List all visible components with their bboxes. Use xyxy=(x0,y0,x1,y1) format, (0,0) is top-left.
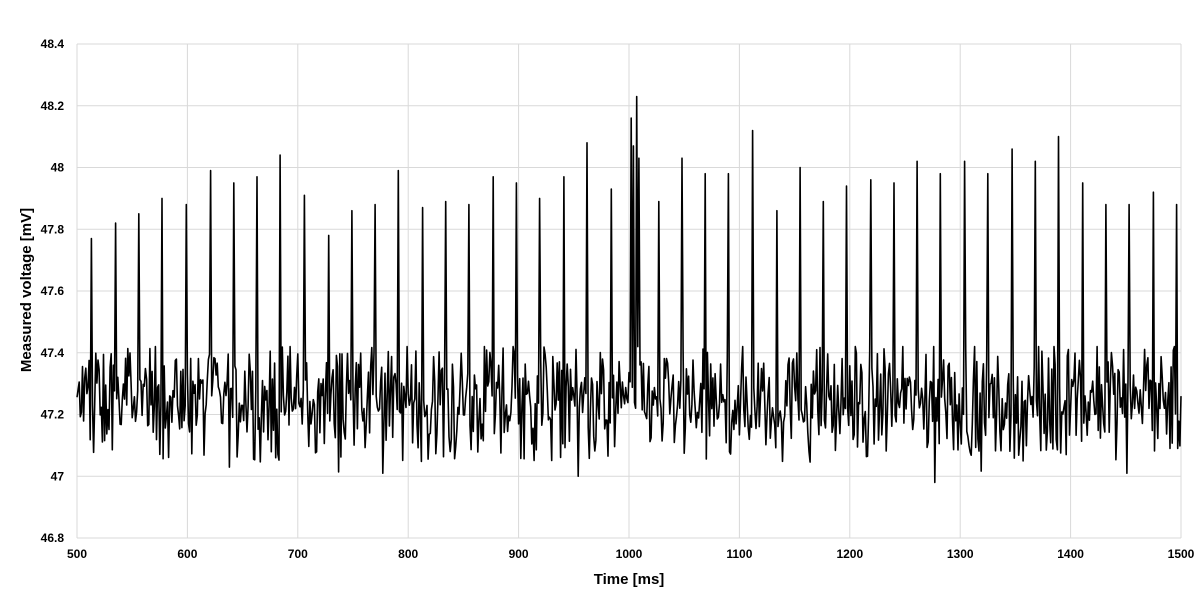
y-tick-label: 47.4 xyxy=(41,346,65,360)
x-tick-labels: 500 600 700 800 900 1000 1100 1200 1300 1400 1500 xyxy=(67,547,1195,561)
x-tick-label: 1300 xyxy=(947,547,974,561)
y-tick-label: 47.8 xyxy=(41,222,65,236)
x-tick-label: 1100 xyxy=(726,547,752,561)
x-tick-label: 1400 xyxy=(1057,547,1084,561)
x-axis-title: Time [ms] xyxy=(594,571,665,588)
y-tick-label: 47 xyxy=(51,469,65,483)
y-axis-title: Measured voltage [mV] xyxy=(18,208,35,372)
y-tick-labels: 46.8 47 47.2 47.4 47.6 47.8 48 48.2 48.4 xyxy=(41,37,65,545)
y-tick-label: 48.4 xyxy=(41,37,65,51)
y-tick-label: 47.6 xyxy=(41,284,65,298)
x-tick-label: 1200 xyxy=(836,547,863,561)
grid-lines xyxy=(76,43,1182,539)
x-tick-label: 500 xyxy=(67,547,87,561)
x-tick-label: 800 xyxy=(398,547,418,561)
y-tick-label: 48 xyxy=(51,161,65,175)
x-tick-label: 1500 xyxy=(1168,547,1195,561)
x-tick-label: 600 xyxy=(177,547,197,561)
x-tick-label: 900 xyxy=(509,547,529,561)
voltage-trace-line xyxy=(76,95,1182,484)
y-tick-label: 47.2 xyxy=(41,408,65,422)
x-tick-label: 700 xyxy=(288,547,308,561)
x-tick-label: 1000 xyxy=(616,547,643,561)
y-tick-label: 46.8 xyxy=(41,531,65,545)
y-tick-label: 48.2 xyxy=(41,99,65,113)
